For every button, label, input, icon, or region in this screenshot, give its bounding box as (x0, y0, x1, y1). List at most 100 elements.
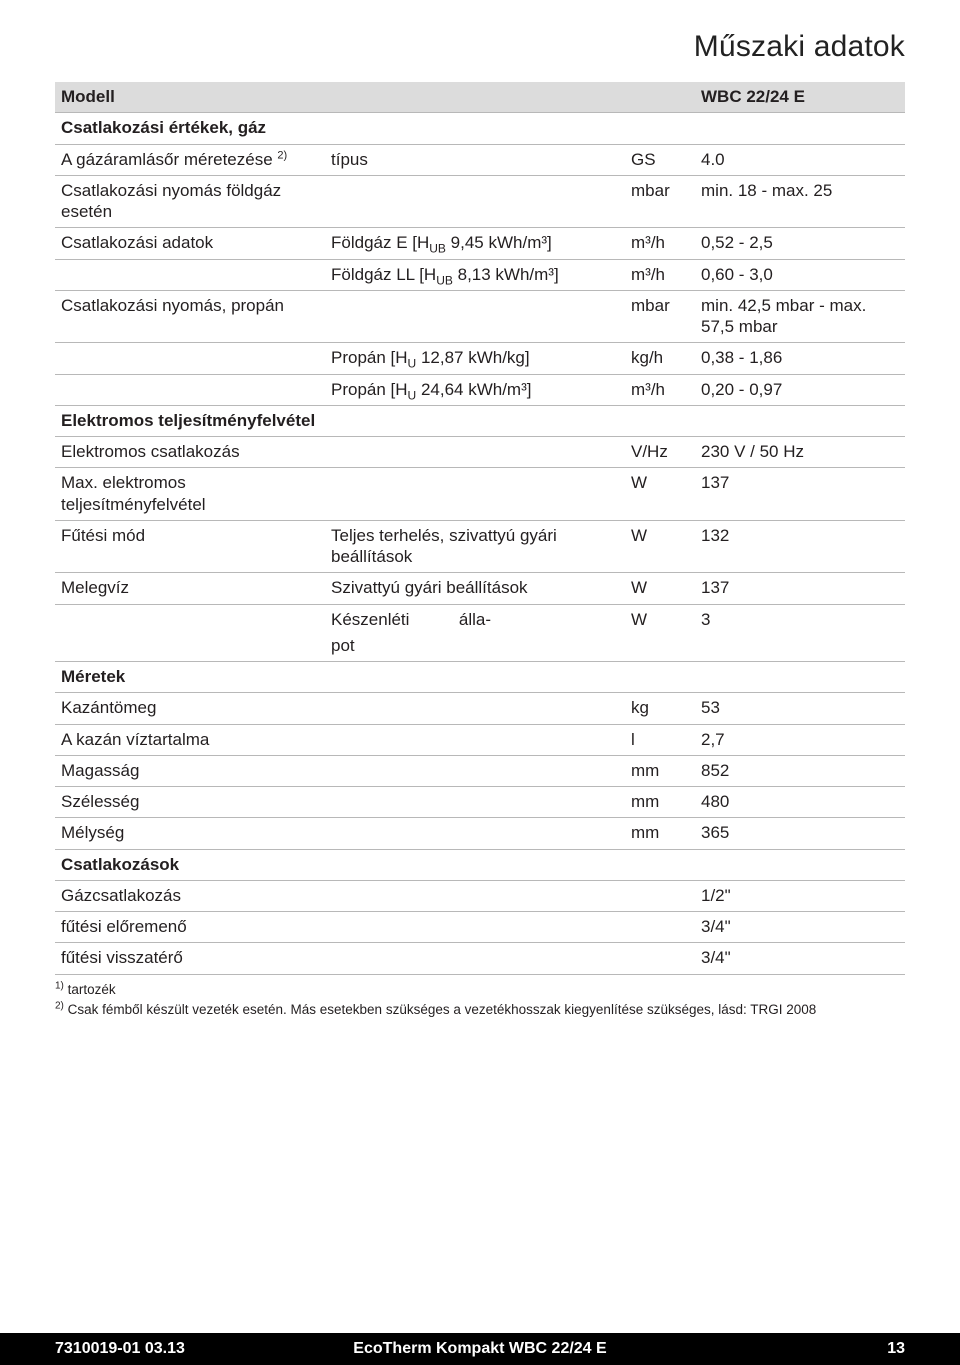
cell-value: 3/4" (695, 943, 905, 974)
cell-unit: m³/h (625, 228, 695, 259)
cell-value: 137 (695, 468, 905, 521)
cell-param: pot (325, 635, 625, 662)
cell-param (325, 175, 625, 228)
header-modell: Modell (55, 82, 695, 113)
cell-value: min. 18 - max. 25 (695, 175, 905, 228)
cell-value: 0,52 - 2,5 (695, 228, 905, 259)
cell-unit: W (625, 573, 695, 604)
table-row: pot (55, 635, 905, 662)
cell-unit: mm (625, 818, 695, 849)
cell-value: 0,60 - 3,0 (695, 259, 905, 290)
cell-unit: l (625, 724, 695, 755)
cell-unit (625, 943, 695, 974)
cell-param (325, 912, 625, 943)
cell-label: Melegvíz (55, 573, 325, 604)
cell-value: 1/2" (695, 880, 905, 911)
cell-value (695, 635, 905, 662)
cell-label: Csatlakozási adatok (55, 228, 325, 259)
cell-label (55, 343, 325, 374)
cell-param: Földgáz E [HUB 9,45 kWh/m³] (325, 228, 625, 259)
cell-param (325, 818, 625, 849)
cell-label (55, 635, 325, 662)
cell-value: 137 (695, 573, 905, 604)
cell-unit (625, 635, 695, 662)
table-row: Max. elektromos teljesítményfelvétel W 1… (55, 468, 905, 521)
cell-param (325, 724, 625, 755)
table-row: A gázáramlásőr méretezése 2) típus GS 4.… (55, 144, 905, 175)
cell-label (55, 259, 325, 290)
cell-unit: mbar (625, 175, 695, 228)
cell-unit: W (625, 520, 695, 573)
cell-label: A gázáramlásőr méretezése 2) (55, 144, 325, 175)
cell-param: Propán [HU 24,64 kWh/m³] (325, 374, 625, 405)
cell-unit: W (625, 468, 695, 521)
table-row: A kazán víztartalma l 2,7 (55, 724, 905, 755)
table-row: fűtési visszatérő 3/4" (55, 943, 905, 974)
table-row: Mélység mm 365 (55, 818, 905, 849)
cell-value: 480 (695, 787, 905, 818)
footnote-2: 2) Csak fémből készült vezeték esetén. M… (55, 1001, 905, 1020)
cell-unit: kg (625, 693, 695, 724)
cell-param: típus (325, 144, 625, 175)
cell-unit: m³/h (625, 259, 695, 290)
page: Műszaki adatok Modell WBC 22/24 E Csatla… (0, 0, 960, 1365)
cell-label: Gázcsatlakozás (55, 880, 325, 911)
footer-mid: EcoTherm Kompakt WBC 22/24 E (0, 1340, 960, 1358)
cell-label: Max. elektromos teljesítményfelvétel (55, 468, 325, 521)
cell-label: fűtési visszatérő (55, 943, 325, 974)
section-elec: Elektromos teljesítményfelvétel (55, 405, 905, 436)
page-title: Műszaki adatok (55, 30, 905, 64)
cell-param (325, 880, 625, 911)
cell-label: Csatlakozási nyomás, propán (55, 290, 325, 343)
cell-param (325, 290, 625, 343)
cell-param: Készenléti álla- (325, 604, 625, 635)
table-row: Kazántömeg kg 53 (55, 693, 905, 724)
cell-param (325, 468, 625, 521)
cell-value: 0,38 - 1,86 (695, 343, 905, 374)
cell-value: min. 42,5 mbar - max. 57,5 mbar (695, 290, 905, 343)
table-row: Csatlakozási nyomás földgáz esetén mbar … (55, 175, 905, 228)
cell-param: Szivattyú gyári beállítások (325, 573, 625, 604)
cell-unit: W (625, 604, 695, 635)
section-conn-label: Csatlakozások (55, 849, 905, 880)
cell-param (325, 787, 625, 818)
table-row: Földgáz LL [HUB 8,13 kWh/m³] m³/h 0,60 -… (55, 259, 905, 290)
cell-value: 53 (695, 693, 905, 724)
cell-value: 132 (695, 520, 905, 573)
cell-param (325, 437, 625, 468)
cell-value: 2,7 (695, 724, 905, 755)
section-conn: Csatlakozások (55, 849, 905, 880)
table-header-row: Modell WBC 22/24 E (55, 82, 905, 113)
spec-table: Modell WBC 22/24 E Csatlakozási értékek,… (55, 82, 905, 975)
cell-unit: kg/h (625, 343, 695, 374)
cell-label: Elektromos csatlakozás (55, 437, 325, 468)
cell-label: fűtési előremenő (55, 912, 325, 943)
table-row: Magasság mm 852 (55, 755, 905, 786)
cell-label: Szélesség (55, 787, 325, 818)
cell-unit (625, 880, 695, 911)
cell-label: Kazántömeg (55, 693, 325, 724)
table-row: Szélesség mm 480 (55, 787, 905, 818)
table-row: Készenléti álla- W 3 (55, 604, 905, 635)
cell-value: 3/4" (695, 912, 905, 943)
cell-label: Fűtési mód (55, 520, 325, 573)
cell-unit: mbar (625, 290, 695, 343)
cell-value: 4.0 (695, 144, 905, 175)
cell-label: A kazán víztartalma (55, 724, 325, 755)
cell-label (55, 604, 325, 635)
section-dim: Méretek (55, 662, 905, 693)
table-row: Propán [HU 24,64 kWh/m³] m³/h 0,20 - 0,9… (55, 374, 905, 405)
cell-param: Teljes terhelés, szivattyú gyári beállít… (325, 520, 625, 573)
cell-param: Propán [HU 12,87 kWh/kg] (325, 343, 625, 374)
table-row: Propán [HU 12,87 kWh/kg] kg/h 0,38 - 1,8… (55, 343, 905, 374)
footnotes: 1) tartozék 2) Csak fémből készült vezet… (55, 981, 905, 1021)
cell-param: Földgáz LL [HUB 8,13 kWh/m³] (325, 259, 625, 290)
cell-param (325, 755, 625, 786)
section-gas: Csatlakozási értékek, gáz (55, 113, 905, 144)
cell-value: 3 (695, 604, 905, 635)
cell-label: Csatlakozási nyomás földgáz esetén (55, 175, 325, 228)
table-row: Fűtési mód Teljes terhelés, szivattyú gy… (55, 520, 905, 573)
table-row: Csatlakozási adatok Földgáz E [HUB 9,45 … (55, 228, 905, 259)
section-dim-label: Méretek (55, 662, 905, 693)
cell-unit (625, 912, 695, 943)
